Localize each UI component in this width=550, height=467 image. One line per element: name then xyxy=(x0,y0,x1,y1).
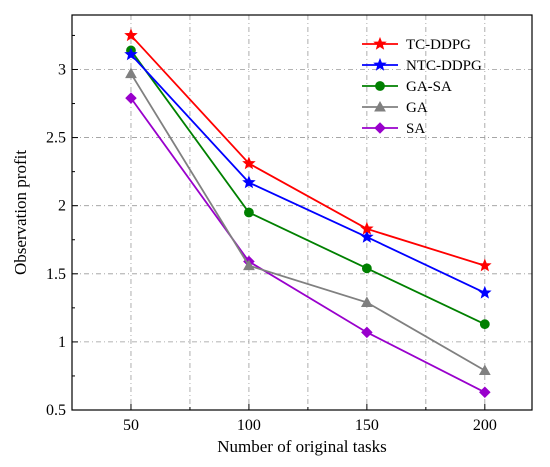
data-point-ga-sa xyxy=(244,207,254,218)
plot-frame xyxy=(71,14,533,411)
series-ga xyxy=(125,67,491,376)
y-tick-label: 1 xyxy=(58,334,66,351)
data-point-ntc-ddpg xyxy=(124,47,138,61)
data-point-ga xyxy=(360,296,373,307)
legend-marker xyxy=(373,36,387,50)
legend-label: GA xyxy=(406,100,428,116)
axis-ticks: 50 100 150 200 0.5 1 1.5 2 2.5 3 xyxy=(46,34,497,434)
data-point-sa xyxy=(479,386,491,399)
y-tick-label: 0.5 xyxy=(46,402,66,419)
data-point-ga xyxy=(125,67,137,79)
series-line-ga-sa xyxy=(130,49,486,326)
y-tick-label: 2.5 xyxy=(46,130,66,147)
legend-item-ntc-ddpg: NTC-DDPG xyxy=(362,57,482,74)
data-point-tc-ddpg xyxy=(478,258,492,272)
series-lines xyxy=(124,28,492,399)
x-tick-label: 200 xyxy=(473,417,497,434)
series-line-ga xyxy=(130,73,486,372)
legend-label: SA xyxy=(406,121,425,137)
legend-marker xyxy=(373,57,387,71)
legend-item-sa: SA xyxy=(362,121,425,137)
y-tick-label: 2 xyxy=(58,198,66,215)
legend-label: GA-SA xyxy=(406,79,452,95)
x-tick-label: 150 xyxy=(355,417,379,434)
series-ntc-ddpg xyxy=(124,47,492,299)
legend-label: NTC-DDPG xyxy=(406,58,482,74)
data-point-ga xyxy=(243,259,255,271)
grid-lines xyxy=(72,15,532,410)
y-tick-label: 3 xyxy=(58,61,66,78)
legend-marker xyxy=(374,122,386,134)
data-point-ntc-ddpg xyxy=(478,285,492,299)
series-tc-ddpg xyxy=(124,28,492,272)
series-line-ntc-ddpg xyxy=(130,53,486,294)
x-axis-title: Number of original tasks xyxy=(217,437,387,456)
legend-item-ga: GA xyxy=(362,100,428,116)
legend-item-ga-sa: GA-SA xyxy=(362,79,452,95)
y-axis-title: Observation profit xyxy=(11,150,30,275)
series-line-tc-ddpg xyxy=(130,34,486,267)
x-tick-label: 50 xyxy=(123,417,139,434)
y-tick-label: 1.5 xyxy=(46,266,66,283)
data-point-sa xyxy=(125,92,137,104)
legend: TC-DDPG NTC-DDPG GA-SA GA SA xyxy=(362,36,482,137)
data-point-tc-ddpg xyxy=(360,221,374,235)
data-point-sa xyxy=(361,326,373,339)
data-point-ga-sa xyxy=(479,319,490,330)
legend-item-tc-ddpg: TC-DDPG xyxy=(362,36,471,53)
data-point-ntc-ddpg xyxy=(360,229,374,243)
series-line-sa xyxy=(130,97,486,394)
series-sa xyxy=(125,92,491,399)
data-point-tc-ddpg xyxy=(242,156,256,170)
data-point-ntc-ddpg xyxy=(242,175,256,189)
legend-marker xyxy=(374,100,386,112)
data-point-ga xyxy=(478,364,491,376)
data-point-tc-ddpg xyxy=(124,28,138,42)
legend-label: TC-DDPG xyxy=(406,37,471,53)
legend-marker xyxy=(375,81,385,91)
x-tick-label: 100 xyxy=(237,417,261,434)
data-point-ga-sa xyxy=(361,263,372,274)
